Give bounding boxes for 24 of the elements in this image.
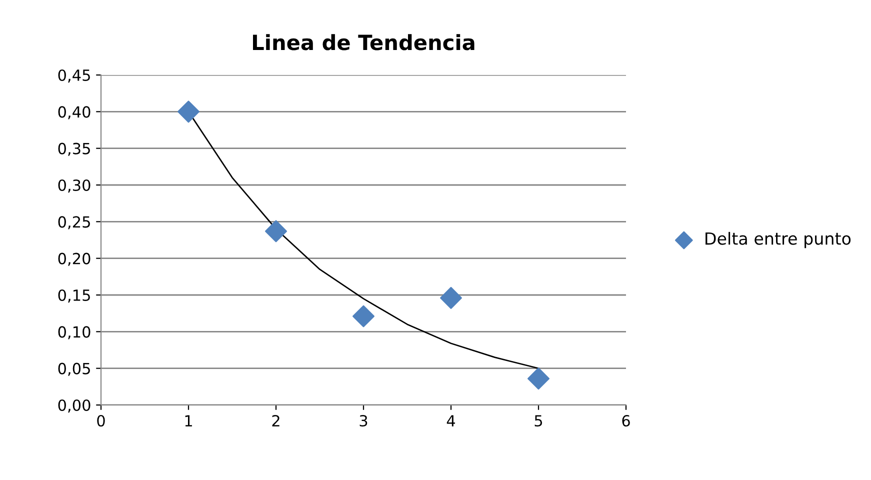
- x-tick-label: 3: [360, 414, 368, 427]
- y-tick-label: 0,35: [58, 142, 90, 156]
- y-tick-label: 0,40: [58, 106, 90, 120]
- point: [528, 368, 550, 390]
- point: [265, 220, 287, 242]
- legend-label: Delta entre punto: [706, 232, 851, 248]
- chart-title: Linea de Tendencia: [253, 34, 474, 50]
- x-tick-label: 4: [446, 415, 456, 426]
- x-tick-label: 0: [97, 414, 105, 427]
- x-tick-label: 2: [272, 414, 280, 426]
- y-tick-label: 0,10: [58, 326, 90, 340]
- y-tick-label: 0,20: [58, 252, 90, 266]
- x-tick-label: 1: [185, 415, 192, 426]
- x-tick-label: 6: [622, 414, 630, 427]
- point: [440, 286, 462, 309]
- point: [178, 100, 200, 123]
- point: [352, 305, 374, 328]
- y-tick-label: 0,45: [58, 69, 90, 83]
- y-tick-label: 0,15: [58, 289, 90, 303]
- y-tick-label: 0,30: [58, 179, 90, 193]
- y-tick-label: 0,05: [58, 362, 90, 376]
- x-tick-label: 5: [534, 415, 542, 427]
- y-tick-label: 0,00: [58, 399, 90, 413]
- y-tick-label: 0,25: [58, 216, 90, 230]
